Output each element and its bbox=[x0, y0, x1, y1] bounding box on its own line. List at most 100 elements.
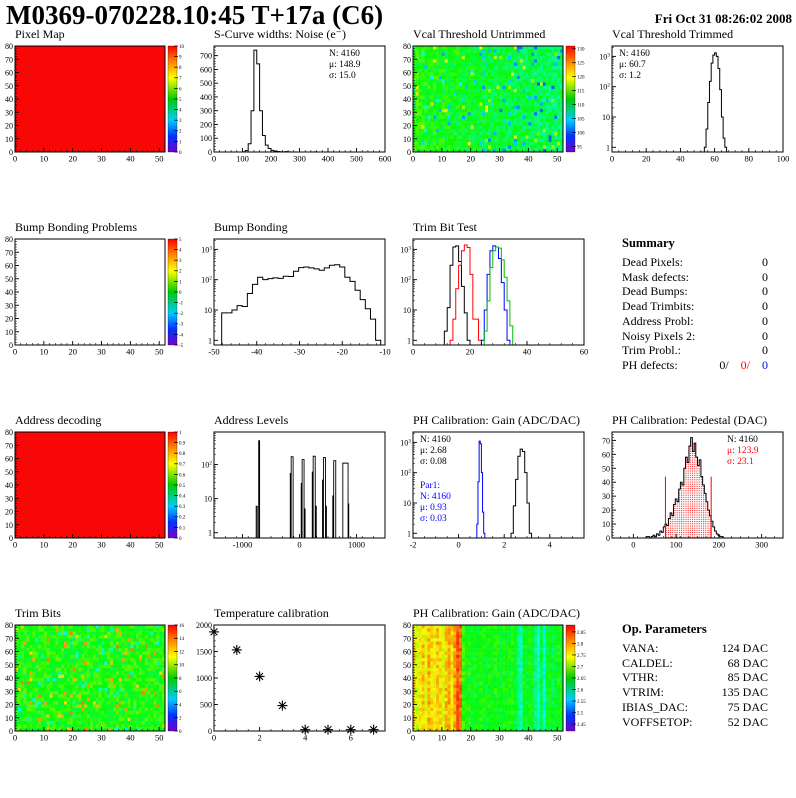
svg-text:0: 0 bbox=[411, 347, 415, 357]
svg-text:1000: 1000 bbox=[196, 674, 212, 683]
svg-text:103: 103 bbox=[400, 438, 411, 447]
svg-text:14: 14 bbox=[179, 637, 185, 642]
svg-text:0: 0 bbox=[179, 730, 182, 735]
svg-text:10: 10 bbox=[204, 306, 212, 315]
svg-text:3: 3 bbox=[179, 119, 182, 124]
svg-text:70: 70 bbox=[403, 55, 411, 64]
op-parameters-heading: Op. Parameters bbox=[622, 622, 707, 637]
svg-text:-2: -2 bbox=[179, 312, 184, 317]
svg-text:μ: 123.9: μ: 123.9 bbox=[727, 446, 759, 456]
svg-text:0.8: 0.8 bbox=[179, 452, 186, 457]
svg-text:60: 60 bbox=[5, 69, 13, 78]
svg-text:4: 4 bbox=[303, 733, 308, 743]
svg-text:500: 500 bbox=[350, 154, 363, 164]
svg-text:20: 20 bbox=[68, 347, 77, 357]
svg-text:2000: 2000 bbox=[196, 621, 212, 630]
param-row: Noisy Pixels 2:0 bbox=[622, 329, 768, 344]
svg-text:40: 40 bbox=[126, 540, 135, 550]
svg-text:10: 10 bbox=[602, 520, 610, 529]
svg-text:20: 20 bbox=[68, 733, 77, 743]
svg-text:115: 115 bbox=[577, 90, 585, 95]
svg-text:-30: -30 bbox=[294, 347, 305, 357]
svg-text:6: 6 bbox=[179, 87, 182, 92]
svg-text:N: 4160: N: 4160 bbox=[420, 435, 451, 445]
svg-text:40: 40 bbox=[126, 347, 135, 357]
svg-text:-4: -4 bbox=[179, 333, 184, 338]
svg-text:80: 80 bbox=[5, 621, 13, 630]
svg-text:4: 4 bbox=[179, 109, 182, 114]
svg-text:300: 300 bbox=[293, 154, 306, 164]
svg-text:0: 0 bbox=[606, 534, 610, 543]
svg-text:120: 120 bbox=[577, 76, 585, 81]
svg-text:0.4: 0.4 bbox=[179, 495, 186, 500]
svg-text:30: 30 bbox=[602, 492, 610, 501]
svg-text:40: 40 bbox=[5, 481, 13, 490]
svg-text:2: 2 bbox=[179, 717, 182, 722]
svg-text:σ: 15.0: σ: 15.0 bbox=[329, 71, 356, 81]
svg-text:4: 4 bbox=[179, 249, 182, 254]
svg-text:60: 60 bbox=[5, 262, 13, 271]
svg-text:40: 40 bbox=[5, 674, 13, 683]
summary-heading: Summary bbox=[622, 236, 675, 251]
svg-text:110: 110 bbox=[577, 103, 585, 108]
svg-text:40: 40 bbox=[524, 154, 533, 164]
param-row: PH defects:0/0/0 bbox=[622, 358, 768, 373]
svg-text:2: 2 bbox=[257, 733, 261, 743]
param-row: VTRIM:135 DAC bbox=[622, 685, 768, 700]
svg-text:70: 70 bbox=[5, 634, 13, 643]
svg-text:μ: 148.9: μ: 148.9 bbox=[329, 60, 361, 70]
svg-text:103: 103 bbox=[201, 245, 212, 254]
svg-text:100: 100 bbox=[200, 134, 212, 143]
param-row: Mask defects:0 bbox=[622, 270, 768, 285]
svg-text:30: 30 bbox=[5, 301, 13, 310]
svg-text:7: 7 bbox=[179, 77, 182, 82]
svg-text:400: 400 bbox=[200, 93, 212, 102]
svg-text:30: 30 bbox=[97, 347, 106, 357]
svg-text:1: 1 bbox=[179, 140, 182, 145]
svg-text:6: 6 bbox=[349, 733, 353, 743]
svg-text:0: 0 bbox=[208, 727, 212, 736]
svg-text:0: 0 bbox=[407, 148, 411, 157]
svg-text:10: 10 bbox=[5, 714, 13, 723]
svg-text:30: 30 bbox=[97, 733, 106, 743]
svg-text:4: 4 bbox=[179, 703, 182, 708]
svg-text:10: 10 bbox=[5, 521, 13, 530]
svg-text:2: 2 bbox=[179, 270, 182, 275]
svg-text:0: 0 bbox=[13, 347, 17, 357]
svg-text:0: 0 bbox=[212, 733, 216, 743]
svg-text:100: 100 bbox=[777, 154, 790, 164]
svg-text:20: 20 bbox=[68, 540, 77, 550]
svg-text:-20: -20 bbox=[337, 347, 348, 357]
svg-text:μ: 60.7: μ: 60.7 bbox=[619, 60, 646, 70]
svg-text:20: 20 bbox=[403, 122, 411, 131]
svg-text:40: 40 bbox=[126, 154, 135, 164]
svg-text:12: 12 bbox=[179, 650, 185, 655]
svg-text:1: 1 bbox=[208, 336, 212, 345]
svg-text:6: 6 bbox=[179, 690, 182, 695]
svg-text:10: 10 bbox=[204, 495, 212, 504]
svg-text:80: 80 bbox=[5, 428, 13, 437]
svg-text:20: 20 bbox=[466, 154, 475, 164]
svg-text:N: 4160: N: 4160 bbox=[329, 49, 360, 59]
svg-text:20: 20 bbox=[68, 154, 77, 164]
svg-text:30: 30 bbox=[97, 154, 106, 164]
svg-text:8: 8 bbox=[179, 66, 182, 71]
svg-text:105: 105 bbox=[577, 117, 585, 122]
svg-text:1: 1 bbox=[407, 336, 411, 345]
svg-text:40: 40 bbox=[5, 95, 13, 104]
svg-text:20: 20 bbox=[5, 122, 13, 131]
svg-text:16: 16 bbox=[179, 624, 185, 629]
svg-text:40: 40 bbox=[523, 347, 532, 357]
svg-text:10: 10 bbox=[438, 154, 447, 164]
svg-text:103: 103 bbox=[599, 52, 610, 61]
svg-text:30: 30 bbox=[5, 108, 13, 117]
